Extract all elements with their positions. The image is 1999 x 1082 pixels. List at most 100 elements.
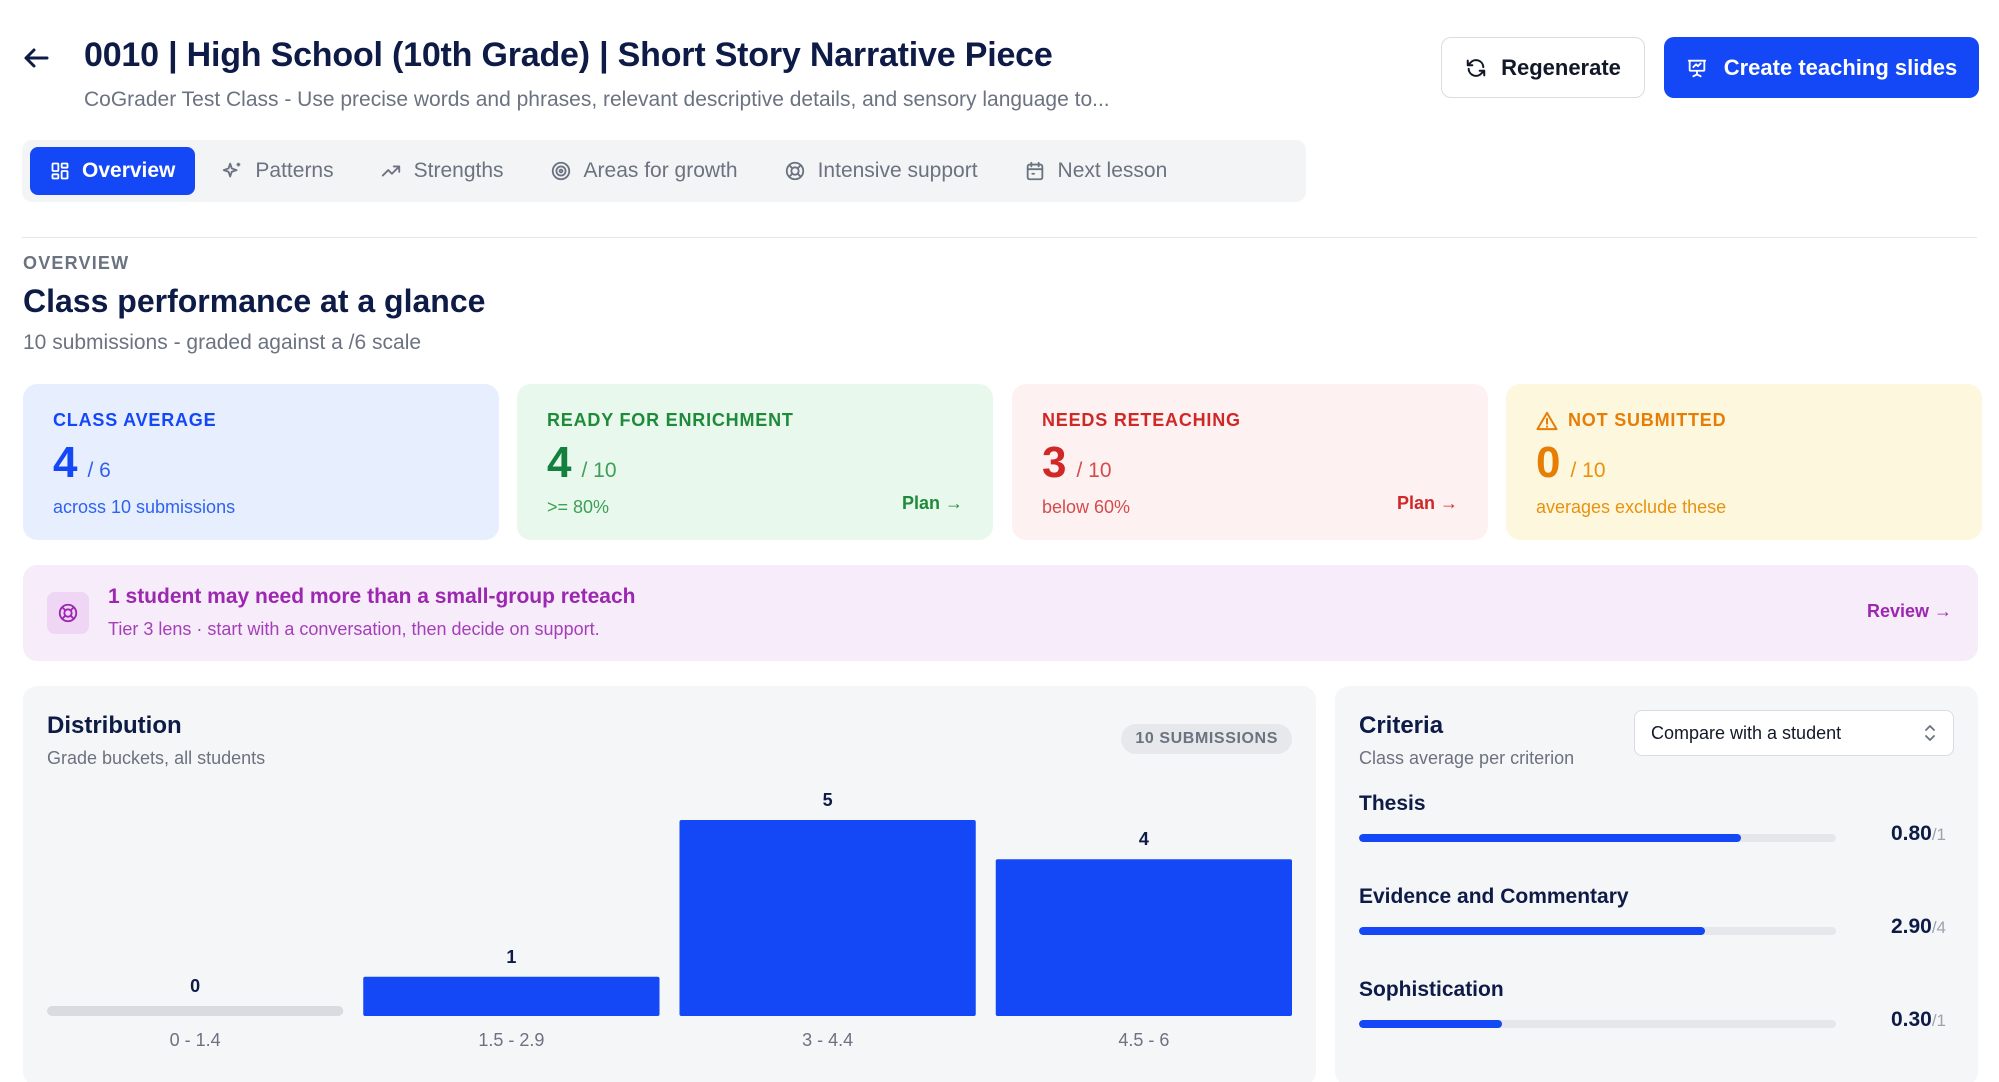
tab-areas-for-growth-label: Areas for growth — [583, 159, 738, 182]
distribution-category-label-3: 3 - 4.4 — [802, 1030, 853, 1050]
reteaching-label: NEEDS RETEACHING — [1042, 410, 1241, 430]
distribution-title: Distribution — [47, 712, 182, 739]
banner-icon-box — [47, 592, 89, 634]
criterion-score-max: /4 — [1931, 918, 1946, 937]
class-average-value: 4 — [53, 438, 78, 487]
create-teaching-slides-label: Create teaching slides — [1723, 54, 1958, 80]
criterion-score: 0.80/1 — [1891, 822, 1946, 846]
target-icon — [551, 161, 570, 181]
criterion-fill — [1359, 1020, 1503, 1028]
arrow-left-icon — [24, 48, 49, 68]
distribution-value-label-2: 1 — [506, 947, 516, 967]
banner-review-link[interactable]: Review → — [1866, 601, 1952, 621]
class-average-denom: / 6 — [87, 459, 111, 482]
enrichment-card: READY FOR ENRICHMENT 4 / 10 >= 80% Plan … — [517, 384, 993, 540]
criterion-track — [1359, 834, 1836, 842]
criterion-score-value: 2.90 — [1890, 915, 1932, 938]
criterion-name: Sophistication — [1359, 978, 1504, 1001]
distribution-chart: 0 0 - 1.4 1 1.5 - 2.9 5 3 - 4.4 4 4.5 - 6 — [47, 790, 1292, 1050]
regenerate-label: Regenerate — [1501, 54, 1621, 80]
banner-subtitle: Tier 3 lens · start with a conversation,… — [108, 619, 600, 639]
criterion-score-max: /1 — [1931, 825, 1946, 844]
reteaching-denom: / 10 — [1076, 459, 1112, 482]
grid-icon — [51, 162, 69, 180]
reteaching-card: NEEDS RETEACHING 3 / 10 below 60% Plan → — [1012, 384, 1488, 540]
back-button[interactable] — [14, 38, 58, 78]
enrichment-foot: >= 80% — [547, 497, 610, 517]
compare-student-select[interactable]: Compare with a student — [1634, 710, 1954, 756]
reteaching-value: 3 — [1042, 438, 1067, 487]
reteaching-plan-link[interactable]: Plan → — [1396, 493, 1458, 513]
criterion-track — [1359, 927, 1836, 935]
criterion-fill — [1359, 834, 1741, 842]
criterion-name: Thesis — [1359, 792, 1426, 815]
not-submitted-value: 0 — [1536, 438, 1561, 487]
criterion-score-max: /1 — [1931, 1011, 1946, 1030]
distribution-value-label-1: 0 — [190, 976, 200, 996]
not-submitted-card: NOT SUBMITTED 0 / 10 averages exclude th… — [1506, 384, 1982, 540]
header-divider — [22, 237, 1977, 238]
criterion-score: 2.90/4 — [1891, 915, 1946, 939]
tab-areas-for-growth[interactable]: Areas for growth — [530, 147, 758, 195]
distribution-category-label-1: 0 - 1.4 — [170, 1030, 221, 1050]
criteria-subtitle: Class average per criterion — [1359, 748, 1575, 768]
regenerate-button[interactable]: Regenerate — [1441, 37, 1645, 98]
page-subtitle: CoGrader Test Class - Use precise words … — [84, 88, 1110, 111]
class-average-card: CLASS AVERAGE 4 / 6 across 10 submission… — [23, 384, 499, 540]
distribution-bar-4 — [995, 859, 1292, 1016]
enrichment-denom: / 10 — [581, 459, 617, 482]
criterion-evidence-and-commentary: Evidence and Commentary 2.90/4 — [1359, 885, 1954, 938]
criterion-score-value: 0.80 — [1890, 822, 1932, 845]
tab-patterns-label: Patterns — [255, 159, 334, 182]
criteria-panel: Criteria Class average per criterion Com… — [1335, 686, 1978, 1082]
criterion-score-value: 0.30 — [1890, 1008, 1932, 1031]
enrichment-value: 4 — [547, 438, 572, 487]
tab-next-lesson-label: Next lesson — [1057, 159, 1168, 182]
tab-patterns[interactable]: Patterns — [201, 147, 353, 195]
banner-title: 1 student may need more than a small-gro… — [108, 585, 636, 608]
compare-student-value: Compare with a student — [1651, 722, 1842, 743]
sparkle-icon — [223, 162, 241, 178]
tab-strengths-label: Strengths — [413, 159, 504, 182]
not-submitted-denom: / 10 — [1570, 459, 1606, 482]
distribution-subtitle: Grade buckets, all students — [47, 748, 266, 768]
criterion-track — [1359, 1020, 1836, 1028]
criterion-name: Evidence and Commentary — [1359, 885, 1629, 908]
section-eyebrow: OVERVIEW — [23, 253, 130, 273]
criterion-thesis: Thesis 0.80/1 — [1359, 792, 1954, 845]
trend-up-icon — [381, 165, 400, 177]
not-submitted-label: NOT SUBMITTED — [1568, 410, 1727, 430]
tab-overview[interactable]: Overview — [30, 147, 196, 195]
tab-strengths[interactable]: Strengths — [360, 147, 524, 195]
tab-intensive-support-label: Intensive support — [817, 159, 978, 182]
distribution-value-label-3: 5 — [823, 790, 833, 810]
distribution-category-label-2: 1.5 - 2.9 — [478, 1030, 544, 1050]
reteaching-foot: below 60% — [1042, 497, 1131, 517]
criteria-title: Criteria — [1359, 712, 1444, 739]
enrichment-label: READY FOR ENRICHMENT — [547, 410, 794, 430]
tab-next-lesson[interactable]: Next lesson — [1004, 147, 1188, 195]
presentation-icon — [1687, 59, 1706, 77]
create-teaching-slides-button[interactable]: Create teaching slides — [1664, 37, 1979, 98]
enrichment-plan-link[interactable]: Plan → — [901, 493, 963, 513]
criterion-score: 0.30/1 — [1891, 1008, 1946, 1032]
class-average-foot: across 10 submissions — [53, 497, 236, 517]
section-subtitle: 10 submissions - graded against a /6 sca… — [23, 331, 422, 354]
tab-overview-label: Overview — [82, 159, 176, 182]
refresh-icon — [1466, 58, 1486, 77]
distribution-bar-1 — [47, 1006, 344, 1016]
tab-intensive-support[interactable]: Intensive support — [764, 147, 998, 195]
criterion-sophistication: Sophistication 0.30/1 — [1359, 978, 1954, 1031]
distribution-panel: 0 0 - 1.4 1 1.5 - 2.9 5 3 - 4.4 4 4.5 - 6 Distr… — [23, 686, 1316, 1082]
intensive-support-banner: 1 student may need more than a small-gro… — [23, 565, 1978, 661]
criterion-fill — [1359, 927, 1705, 935]
page-title: 0010 | High School (10th Grade) | Short … — [84, 36, 1053, 74]
lifebuoy-icon — [785, 161, 804, 181]
distribution-value-label-4: 4 — [1139, 829, 1149, 849]
distribution-bar-2 — [363, 976, 660, 1016]
distribution-category-label-4: 4.5 - 6 — [1118, 1030, 1169, 1050]
class-average-label: CLASS AVERAGE — [53, 410, 217, 430]
warning-icon — [1536, 411, 1558, 430]
lifebuoy-icon — [58, 603, 78, 623]
submissions-badge: 10 SUBMISSIONS — [1121, 724, 1292, 754]
